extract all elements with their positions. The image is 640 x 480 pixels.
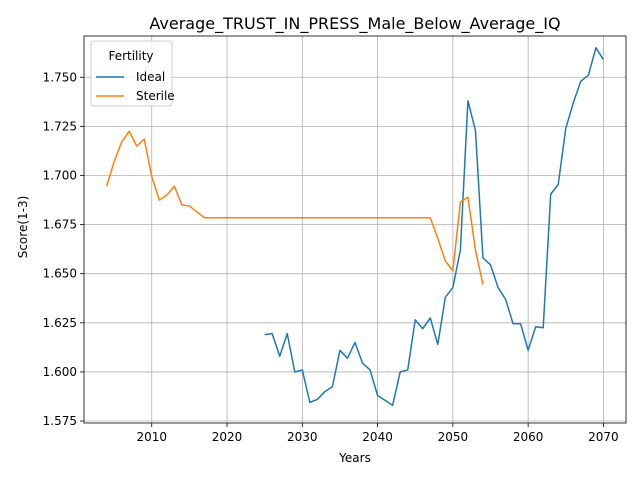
legend-box (90, 40, 173, 107)
series-line-ideal (264, 47, 605, 407)
y-tick-label: 1.700 (43, 168, 77, 182)
x-tick-label: 2020 (212, 430, 243, 444)
x-axis: 2010 2020 2030 2040 2050 2060 2070 (136, 423, 619, 444)
plot-frame (83, 35, 627, 424)
y-axis-label: Score(1-3) (16, 196, 30, 259)
y-tick-label: 1.675 (43, 218, 77, 232)
legend-label-ideal: Ideal (136, 70, 165, 84)
y-tick-label: 1.750 (43, 70, 77, 84)
y-tick-label: 1.600 (43, 365, 77, 379)
series-layer (105, 47, 605, 407)
y-tick-label: 1.575 (43, 414, 77, 428)
x-tick-label: 2070 (588, 430, 619, 444)
grid (84, 36, 626, 423)
legend: Fertility Ideal Sterile (90, 40, 175, 107)
series-line-sterile (105, 130, 484, 285)
x-tick-label: 2060 (513, 430, 544, 444)
legend-title: Fertility (108, 49, 153, 63)
y-tick-label: 1.725 (43, 119, 77, 133)
x-tick-label: 2050 (438, 430, 469, 444)
y-tick-label: 1.650 (43, 267, 77, 281)
x-tick-label: 2040 (362, 430, 393, 444)
legend-label-sterile: Sterile (136, 89, 175, 103)
x-tick-label: 2010 (136, 430, 167, 444)
y-tick-label: 1.625 (43, 316, 77, 330)
x-axis-label: Years (338, 451, 371, 465)
y-axis: 1.575 1.600 1.625 1.650 1.675 1.700 1.725 1.750 (43, 70, 84, 428)
chart-title: Average_TRUST_IN_PRESS_Male_Below_Averag… (149, 14, 560, 34)
x-tick-label: 2030 (287, 430, 318, 444)
